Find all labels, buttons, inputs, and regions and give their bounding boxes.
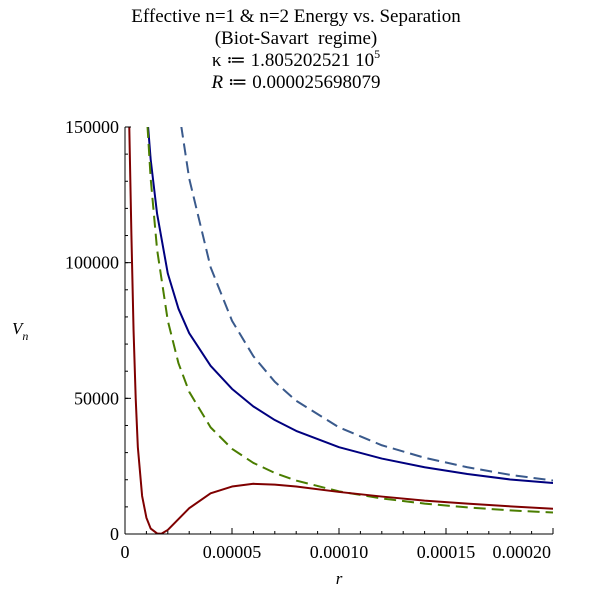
chart-title-block: Effective n=1 & n=2 Energy vs. Separatio…: [0, 6, 592, 94]
series-line-4: [128, 127, 553, 534]
y-tick-label: 50000: [74, 388, 119, 408]
r-symbol: R: [211, 72, 224, 93]
x-tick-label: 0: [121, 542, 130, 562]
kappa-definition: κ ≔ 1.805202521 105: [0, 47, 592, 72]
y-axis-label-main: V: [12, 319, 25, 338]
series-line-1: [180, 127, 553, 482]
y-tick-label: 100000: [65, 253, 119, 273]
x-tick-label: 0.00020: [493, 542, 552, 562]
kappa-exponent: 5: [374, 47, 381, 61]
y-axis-label: Vn: [12, 319, 28, 343]
y-axis-label-sub: n: [22, 329, 28, 343]
x-tick-label: 0.00010: [310, 542, 369, 562]
series-line-3: [146, 127, 553, 514]
chart-title: Effective n=1 & n=2 Energy vs. Separatio…: [131, 6, 461, 27]
r-value: ≔ 0.000025698079: [223, 72, 381, 93]
x-tick-label: 0.00015: [417, 542, 476, 562]
r-definition: R ≔ 0.000025698079: [0, 72, 592, 94]
kappa-label: κ ≔ 1.805202521 10: [211, 50, 375, 71]
y-tick-label: 0: [110, 524, 119, 544]
series-line-2: [147, 127, 553, 484]
axes-layer: 0 50000 100000 150000 0 0.00005 0.00010 0.00015…: [65, 117, 554, 562]
x-axis-label: r: [336, 569, 343, 588]
chart-subtitle: (Biot-Savart regime): [214, 28, 378, 49]
x-tick-label: 0.00005: [203, 542, 262, 562]
y-tick-label: 150000: [65, 117, 119, 137]
series-layer: [128, 127, 553, 534]
